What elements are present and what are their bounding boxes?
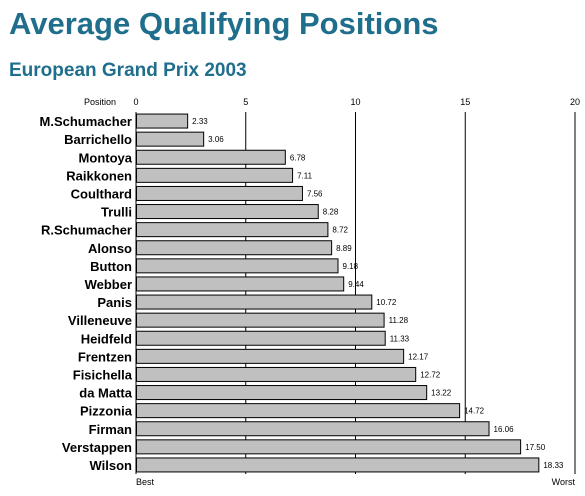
value-label: 3.06 — [208, 135, 224, 144]
axis-label: Position — [84, 97, 116, 107]
bar — [136, 113, 189, 129]
category-label: Frentzen — [78, 349, 132, 364]
bar — [136, 439, 522, 455]
bar — [136, 258, 339, 274]
category-label: Villeneuve — [68, 313, 132, 328]
value-label: 8.28 — [323, 208, 339, 217]
x-tick-label: 20 — [570, 97, 580, 107]
bar — [136, 457, 540, 473]
category-label: Firman — [89, 422, 132, 437]
value-label: 12.17 — [408, 352, 429, 361]
value-label: 7.11 — [297, 171, 313, 180]
axis-end-label: Worst — [552, 477, 576, 487]
value-label: 2.33 — [192, 117, 208, 126]
chart-subtitle: European Grand Prix 2003 — [9, 60, 247, 81]
category-label: Montoya — [79, 150, 133, 165]
value-label: 7.56 — [307, 189, 323, 198]
category-label: Pizzonia — [80, 404, 133, 419]
category-label: Button — [90, 259, 132, 274]
category-label: Coulthard — [71, 186, 132, 201]
value-label: 8.72 — [332, 226, 348, 235]
value-label: 8.89 — [336, 244, 352, 253]
category-label: Raikkonen — [66, 168, 132, 183]
category-label: Verstappen — [62, 440, 132, 455]
bar — [136, 312, 385, 328]
value-label: 16.06 — [494, 425, 515, 434]
x-tick-label: 0 — [133, 97, 138, 107]
bar — [136, 294, 373, 310]
bar — [136, 204, 319, 220]
chart-title: Average Qualifying Positions — [9, 6, 439, 41]
value-label: 10.72 — [376, 298, 397, 307]
category-label: Fisichella — [73, 367, 133, 382]
x-tick-label: 15 — [460, 97, 470, 107]
bar — [136, 348, 405, 364]
value-label: 13.22 — [431, 389, 452, 398]
category-label: M.Schumacher — [40, 114, 132, 129]
bar — [136, 366, 417, 382]
bar — [136, 185, 303, 201]
value-label: 9.44 — [348, 280, 364, 289]
axis-start-label: Best — [136, 477, 155, 487]
value-label: 14.72 — [464, 407, 485, 416]
x-tick-label: 10 — [350, 97, 360, 107]
bar — [136, 131, 205, 147]
category-label: Trulli — [101, 205, 132, 220]
value-label: 9.18 — [343, 262, 359, 271]
bar — [136, 403, 461, 419]
bar — [136, 149, 286, 165]
bar — [136, 167, 294, 183]
value-label: 11.28 — [389, 316, 409, 325]
bar — [136, 222, 329, 238]
category-label: Wilson — [90, 458, 133, 473]
value-label: 11.33 — [390, 334, 410, 343]
category-label: Panis — [97, 295, 132, 310]
bar — [136, 421, 490, 437]
category-label: Webber — [85, 277, 132, 292]
category-label: Alonso — [88, 241, 132, 256]
bar — [136, 385, 428, 401]
value-label: 17.50 — [525, 443, 546, 452]
bar — [136, 240, 333, 256]
category-label: da Matta — [79, 386, 133, 401]
category-label: R.Schumacher — [41, 223, 132, 238]
value-label: 18.33 — [543, 461, 564, 470]
x-tick-label: 5 — [243, 97, 248, 107]
category-label: Barrichello — [64, 132, 132, 147]
category-label: Heidfeld — [81, 331, 132, 346]
value-label: 6.78 — [290, 153, 306, 162]
bar — [136, 276, 345, 292]
value-label: 12.72 — [420, 370, 441, 379]
bar — [136, 330, 386, 346]
